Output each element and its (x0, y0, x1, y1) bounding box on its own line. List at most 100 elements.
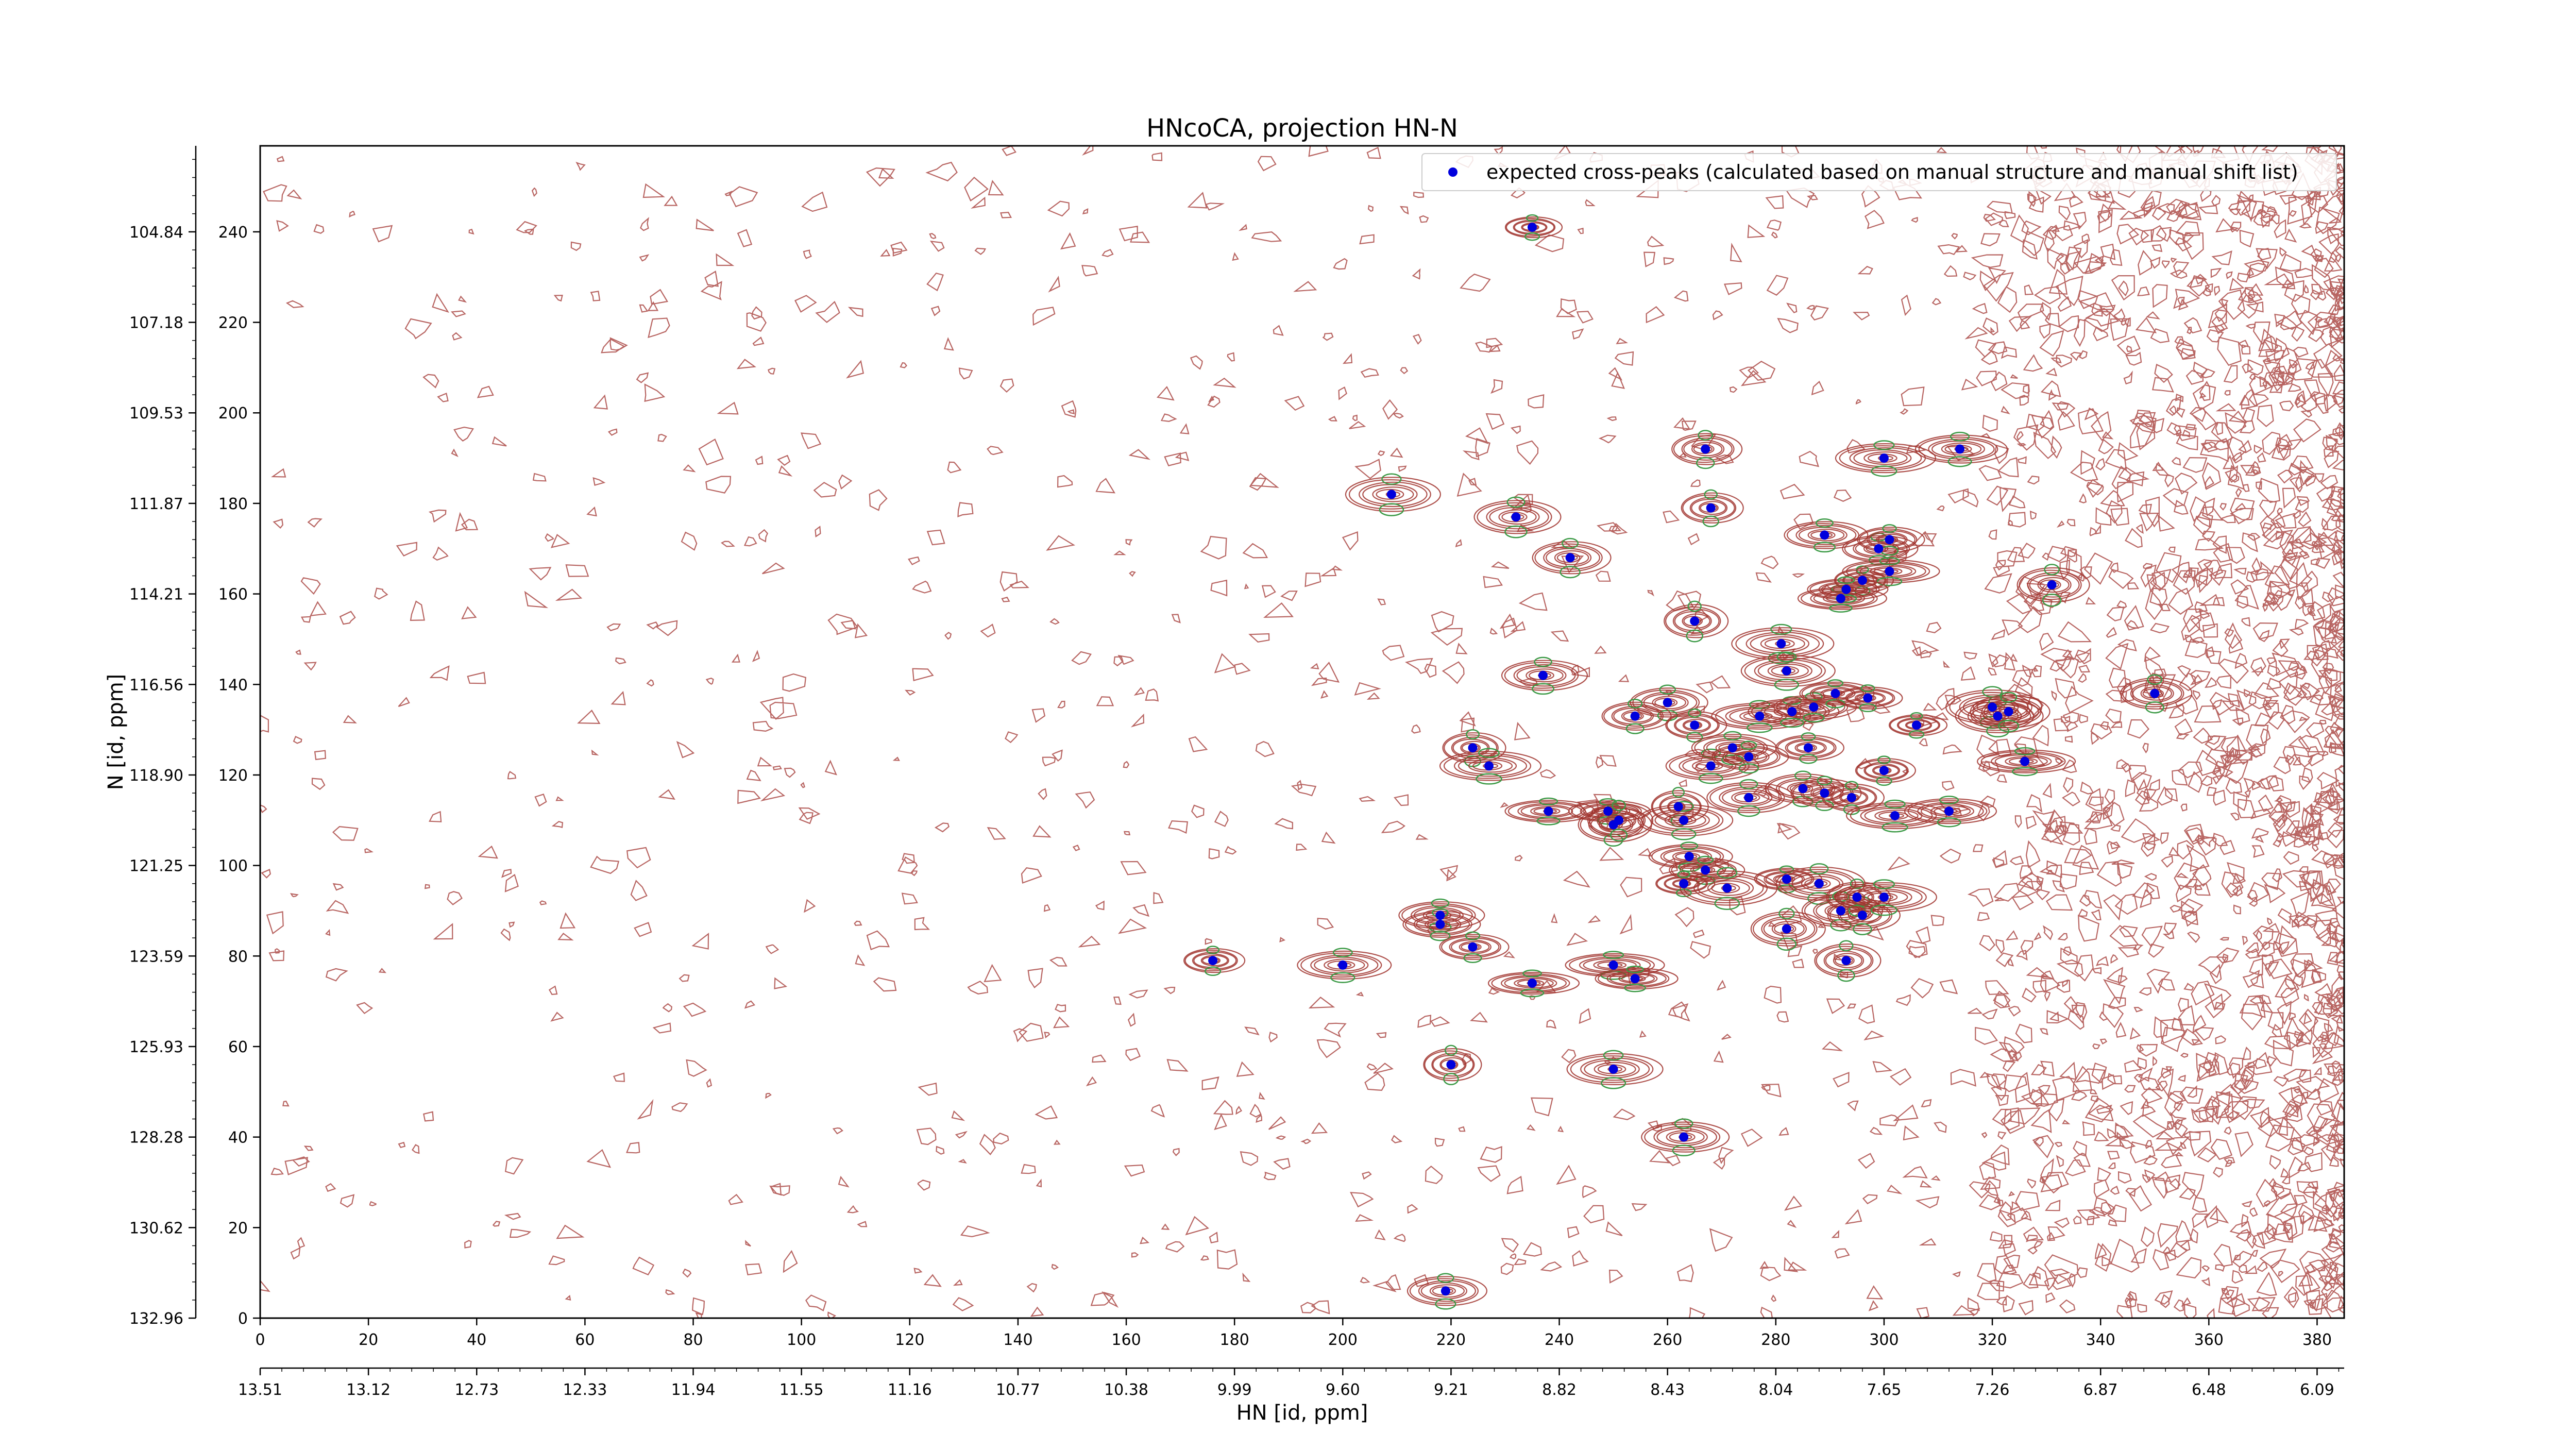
y-ppm-tick-label: 118.90 (129, 767, 183, 785)
peak-marker (1630, 711, 1640, 721)
y-ppm-tick-label: 130.62 (129, 1219, 183, 1237)
peak-marker (1673, 802, 1683, 812)
y-axis-left: 0 20 40 60 80 100 120 140 160 180 200 220 240 (218, 224, 260, 1328)
x-ppm-tick-label: 7.26 (1975, 1381, 2010, 1399)
peak-marker (1798, 784, 1808, 794)
peak-marker (1841, 956, 1851, 966)
x-tick-label: 80 (683, 1331, 703, 1349)
peak-marker (1630, 974, 1640, 984)
peak-marker (1879, 453, 1889, 463)
peak-marker (1852, 892, 1862, 902)
peak-marker (1782, 666, 1791, 676)
legend-box (1421, 153, 2337, 191)
peak-marker (1528, 979, 1537, 988)
peak-marker (1857, 911, 1867, 920)
y-tick-label: 120 (218, 767, 248, 785)
peak-marker (1701, 444, 1710, 454)
y-tick-label: 160 (218, 586, 248, 604)
peak-contour (1587, 800, 1654, 842)
peak-marker (1603, 806, 1613, 816)
peak-contour (1775, 732, 1844, 764)
y-tick-label: 0 (238, 1310, 248, 1328)
y-ppm-tick-label: 111.87 (129, 495, 183, 513)
y-tick-label: 60 (228, 1038, 248, 1056)
peak-marker (1706, 761, 1716, 771)
y-ppm-tick-label: 132.96 (129, 1310, 183, 1328)
peak-marker (1446, 1060, 1456, 1070)
x-ppm-tick-label: 12.33 (563, 1381, 607, 1399)
y-ppm-tick-label: 128.28 (129, 1129, 183, 1147)
x-tick-label: 240 (1545, 1331, 1574, 1349)
peak-contour (1706, 779, 1794, 817)
peak-marker (1809, 702, 1819, 712)
x-ppm-tick-label: 6.48 (2192, 1381, 2226, 1399)
peak-marker (1468, 743, 1478, 753)
peak-marker (1846, 793, 1856, 802)
peak-contour (2016, 564, 2090, 607)
peak-marker (1874, 544, 1884, 553)
x-tick-label: 300 (1869, 1331, 1899, 1349)
y-axis-ppm: 132.96 130.62 128.28 125.93 123.59 121.25 118.… (129, 146, 197, 1328)
peak-contour (1914, 431, 2008, 467)
peak-marker (1528, 223, 1537, 232)
peak-marker (1679, 815, 1689, 825)
x-ppm-tick-label: 8.82 (1542, 1381, 1577, 1399)
y-ppm-tick-label: 125.93 (129, 1038, 183, 1056)
peak-contour (1888, 712, 1948, 739)
peak-contour (1501, 656, 1588, 695)
x-tick-label: 60 (575, 1331, 595, 1349)
chart-title: HNcoCA, projection HN-N (1146, 114, 1458, 143)
x-ppm-tick-label: 12.73 (454, 1381, 499, 1399)
x-ppm-tick-label: 11.55 (779, 1381, 824, 1399)
peak-marker (1679, 879, 1689, 888)
peak-marker (1885, 535, 1894, 545)
peak-marker (1338, 960, 1348, 970)
peak-contour (1775, 863, 1866, 905)
peak-contour (1814, 940, 1882, 982)
peak-marker (1690, 616, 1700, 626)
peak-contour (1345, 473, 1441, 516)
y-tick-label: 20 (228, 1219, 248, 1237)
peak-marker (2020, 756, 2030, 766)
peak-contours (1183, 214, 2193, 1310)
peak-marker (1727, 743, 1737, 753)
x-tick-label: 260 (1653, 1331, 1682, 1349)
y-tick-label: 140 (218, 676, 248, 694)
peak-marker (2004, 707, 2013, 716)
x-ppm-tick-label: 9.60 (1326, 1381, 1360, 1399)
peak-marker (1863, 693, 1873, 703)
y-tick-label: 220 (218, 314, 248, 332)
peak-marker (1679, 1132, 1689, 1142)
peak-marker (1744, 793, 1754, 802)
peak-marker (1468, 942, 1478, 952)
peak-marker (1565, 553, 1575, 563)
peak-marker (1701, 865, 1710, 875)
peak-marker (1690, 720, 1700, 730)
x-ppm-tick-label: 10.38 (1104, 1381, 1148, 1399)
peak-marker (1386, 490, 1396, 499)
x-tick-label: 340 (2086, 1331, 2115, 1349)
peak-marker (1879, 766, 1889, 776)
x-tick-label: 0 (255, 1331, 265, 1349)
y-ppm-tick-label: 116.56 (129, 676, 183, 694)
peak-marker (1841, 584, 1851, 594)
peak-contour (1680, 867, 1778, 910)
peak-marker (1511, 512, 1521, 522)
peak-marker (1836, 906, 1845, 916)
x-ppm-tick-label: 6.09 (2300, 1381, 2334, 1399)
y-ppm-tick-label: 107.18 (129, 314, 183, 332)
x-ppm-tick-label: 6.87 (2083, 1381, 2118, 1399)
y-tick-label: 240 (218, 224, 248, 242)
x-tick-label: 140 (1003, 1331, 1032, 1349)
peak-marker (1435, 919, 1445, 929)
peak-contour (1836, 684, 1903, 713)
x-ppm-tick-label: 11.16 (888, 1381, 932, 1399)
peak-marker (1955, 444, 1964, 454)
peak-marker (1755, 711, 1765, 721)
x-ppm-tick-label: 10.77 (996, 1381, 1040, 1399)
x-tick-label: 200 (1328, 1331, 1358, 1349)
y-ppm-tick-label: 123.59 (129, 948, 183, 966)
y-ppm-tick-label: 109.53 (129, 405, 183, 423)
x-tick-label: 40 (467, 1331, 486, 1349)
y-tick-label: 80 (228, 948, 248, 966)
